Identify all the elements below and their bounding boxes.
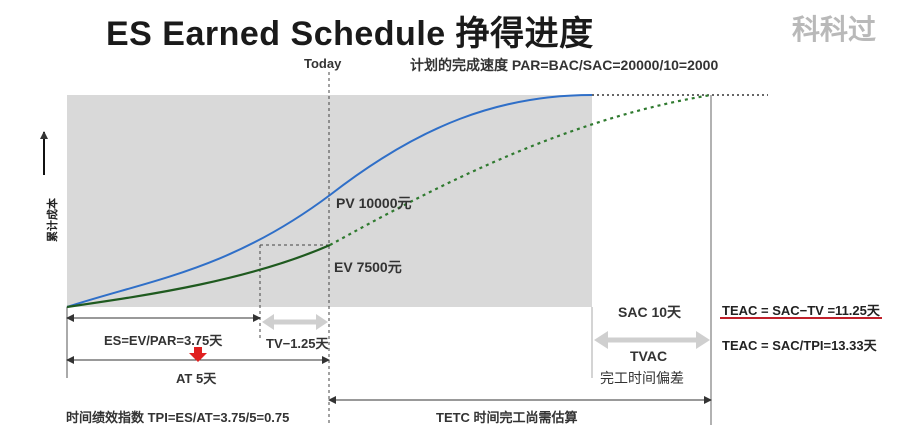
- ev-forecast-curve: [329, 93, 712, 246]
- ev-curve: [66, 243, 331, 309]
- at-red-arrow: [189, 347, 207, 362]
- ev-label: EV 7500元: [334, 259, 402, 275]
- teac-sac-tpi-label: TEAC = SAC/TPI=13.33天: [722, 338, 877, 353]
- tvac-subtitle: 完工时间偏差: [600, 370, 684, 386]
- pv-curve: [66, 94, 593, 308]
- page-title: ES Earned Schedule 挣得进度: [106, 15, 594, 53]
- es-label: ES=EV/PAR=3.75天: [104, 333, 223, 348]
- watermark: 科科过: [792, 14, 877, 45]
- tvac-arrow-head-left: [594, 331, 608, 349]
- tpi-label: 时间绩效指数 TPI=ES/AT=3.75/5=0.75: [66, 410, 290, 425]
- tetc-label: TETC 时间完工尚需估算: [436, 410, 578, 425]
- tv-arrow-head-right: [316, 314, 328, 330]
- tv-arrow-head-left: [262, 314, 274, 330]
- tvac-label: TVAC: [630, 348, 668, 364]
- today-label: Today: [304, 56, 342, 71]
- sac-label: SAC 10天: [618, 304, 682, 320]
- at-label: AT 5天: [176, 371, 217, 386]
- tv-label: TV−1.25天: [266, 336, 329, 351]
- teac-sac-tv-label: TEAC = SAC−TV =11.25天: [722, 303, 880, 318]
- tvac-arrow-head-right: [696, 331, 710, 349]
- pv-label: PV 10000元: [336, 195, 412, 211]
- planned-rate-label: 计划的完成速度 PAR=BAC/SAC=20000/10=2000: [410, 57, 719, 73]
- y-axis-label: 累计成本: [47, 198, 59, 242]
